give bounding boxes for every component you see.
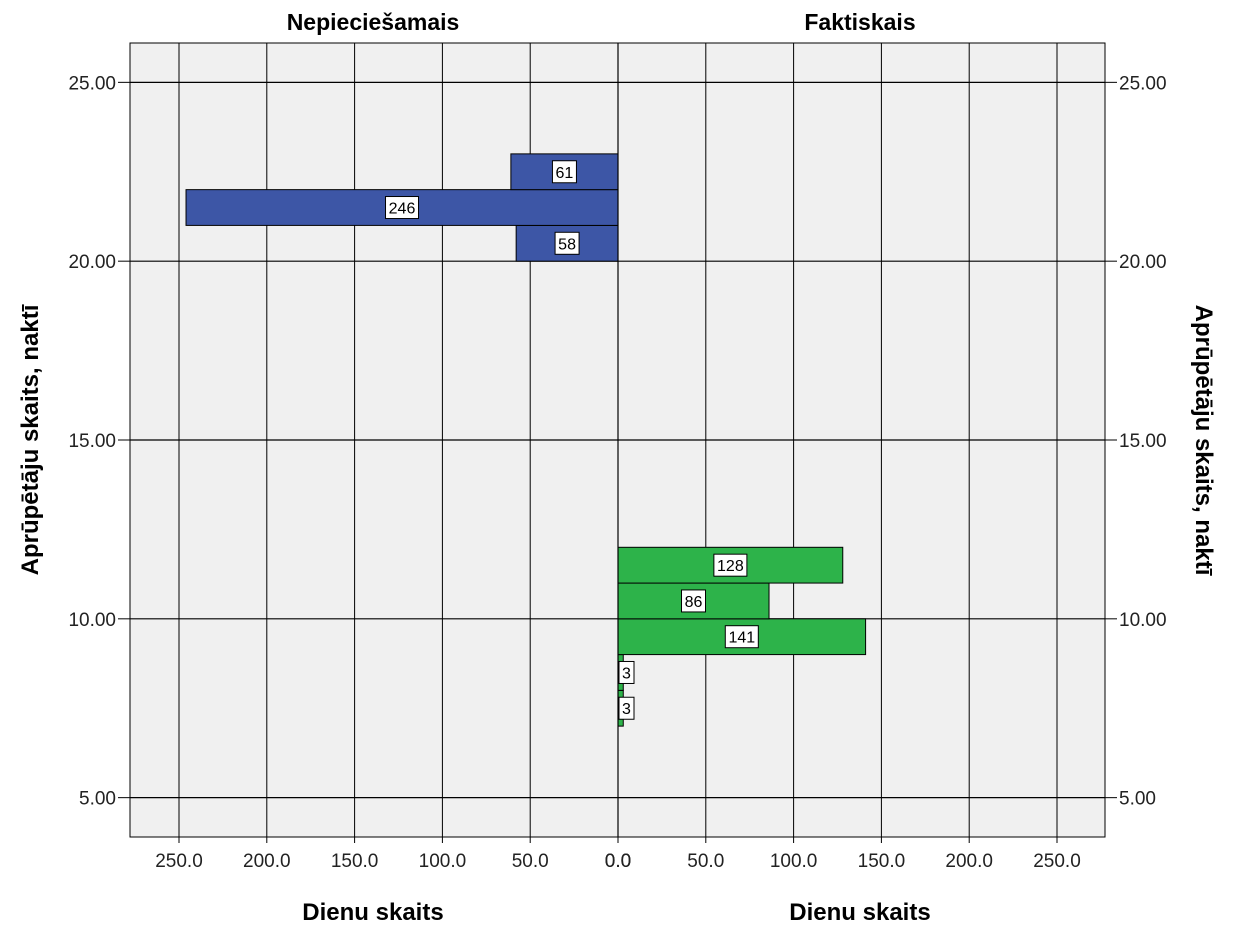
bar-left bbox=[185, 189, 619, 226]
y-tick-label-left: 10.00 bbox=[68, 610, 116, 631]
y-tick-label-right: 10.00 bbox=[1119, 610, 1167, 631]
y-tick-label-left: 5.00 bbox=[79, 789, 116, 810]
panel-title-left: Nepieciešamais bbox=[287, 9, 460, 35]
y-tick-label-right: 5.00 bbox=[1119, 789, 1156, 810]
x-tick-label: 100.0 bbox=[419, 851, 467, 872]
x-axis-title-left: Dienu skaits bbox=[302, 899, 443, 926]
x-axis-title-right: Dienu skaits bbox=[789, 899, 930, 926]
y-axis-ticks: 5.00 5.00 10.00 10.00 15.00 15.00 20.00 20.00 25… bbox=[68, 73, 1166, 809]
y-tick-label-left: 25.00 bbox=[68, 73, 116, 94]
bar-label-box bbox=[554, 231, 580, 255]
y-axis-title-right: Aprūpētāju skaits, naktī bbox=[1190, 305, 1217, 576]
y-tick-label-right: 25.00 bbox=[1119, 73, 1167, 94]
bar-value-label: 86 bbox=[685, 594, 703, 611]
x-tick-label: 250.0 bbox=[155, 851, 203, 872]
bar-label-box bbox=[724, 625, 759, 649]
bar-label-box bbox=[681, 589, 707, 613]
x-tick-label: 150.0 bbox=[331, 851, 379, 872]
x-tick-label: 0.0 bbox=[605, 851, 631, 872]
bar-value-label: 3 bbox=[622, 665, 631, 682]
bar-label-box bbox=[618, 660, 635, 684]
x-tick-label: 250.0 bbox=[1033, 851, 1081, 872]
x-tick-label: 200.0 bbox=[945, 851, 993, 872]
y-tick-label-left: 20.00 bbox=[68, 252, 116, 273]
bar-label-box bbox=[618, 696, 635, 720]
bar-value-label: 58 bbox=[558, 236, 576, 253]
bar-value-label: 61 bbox=[556, 165, 574, 182]
bar-label-box bbox=[713, 553, 748, 577]
y-tick-label-right: 20.00 bbox=[1119, 252, 1167, 273]
y-tick-label-right: 15.00 bbox=[1119, 431, 1167, 452]
bar-value-label: 3 bbox=[622, 701, 631, 718]
x-tick-label: 50.0 bbox=[687, 851, 724, 872]
x-axis-ticks: 250.0 200.0 150.0 100.0 50.0 0.00.0 50.0 100.0 1… bbox=[155, 837, 1081, 872]
bars: 58 246 61 3 3 141 86 128 bbox=[185, 43, 867, 837]
x-tick-label: 50.0 bbox=[512, 851, 549, 872]
panel-title-right: Faktiskais bbox=[804, 9, 915, 35]
x-tick-label: 100.0 bbox=[770, 851, 818, 872]
y-axis-title-left: Aprūpētāju skaits, naktī bbox=[17, 304, 44, 575]
bar-value-label: 141 bbox=[728, 630, 755, 647]
bar-value-label: 128 bbox=[717, 558, 744, 575]
y-tick-label-left: 15.00 bbox=[68, 431, 116, 452]
bar-label-box bbox=[551, 160, 577, 184]
x-tick-label: 150.0 bbox=[858, 851, 906, 872]
bar-label-box bbox=[385, 196, 420, 220]
x-tick-label: 200.0 bbox=[243, 851, 291, 872]
x-tick-label: 0.0 bbox=[605, 851, 631, 872]
bar-value-label: 246 bbox=[389, 201, 416, 218]
